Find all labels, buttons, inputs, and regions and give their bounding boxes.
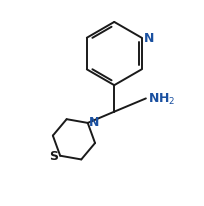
Text: S: S: [49, 150, 58, 162]
Text: NH$_2$: NH$_2$: [148, 91, 176, 106]
Text: N: N: [144, 32, 154, 45]
Text: N: N: [89, 116, 100, 129]
